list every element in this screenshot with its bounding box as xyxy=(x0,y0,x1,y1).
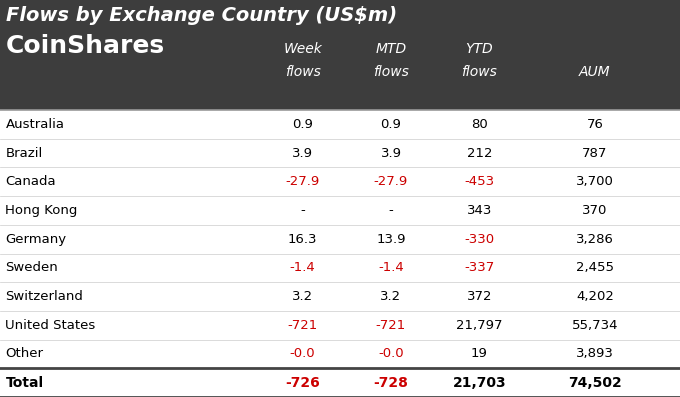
Text: 3.9: 3.9 xyxy=(292,146,313,160)
Text: 55,734: 55,734 xyxy=(572,319,618,332)
Text: 3,700: 3,700 xyxy=(576,175,614,188)
Text: 212: 212 xyxy=(466,146,492,160)
Text: AUM: AUM xyxy=(579,65,611,79)
Text: -728: -728 xyxy=(373,376,409,389)
Text: 16.3: 16.3 xyxy=(288,233,318,246)
Text: Week: Week xyxy=(284,42,322,56)
Text: 2,455: 2,455 xyxy=(576,261,614,274)
Text: -330: -330 xyxy=(464,233,494,246)
Text: -: - xyxy=(389,204,393,217)
Text: 3,286: 3,286 xyxy=(576,233,614,246)
Text: 0.9: 0.9 xyxy=(292,118,313,131)
Text: 3.2: 3.2 xyxy=(292,290,313,303)
Text: 0.9: 0.9 xyxy=(381,118,401,131)
Text: Switzerland: Switzerland xyxy=(5,290,84,303)
Text: -721: -721 xyxy=(376,319,406,332)
Text: Other: Other xyxy=(5,347,44,360)
Text: Germany: Germany xyxy=(5,233,67,246)
Text: 19: 19 xyxy=(471,347,488,360)
Text: 3.9: 3.9 xyxy=(381,146,401,160)
Text: Brazil: Brazil xyxy=(5,146,43,160)
Text: 21,703: 21,703 xyxy=(453,376,506,389)
Text: 76: 76 xyxy=(587,118,603,131)
Text: 74,502: 74,502 xyxy=(568,376,622,389)
Text: -721: -721 xyxy=(288,319,318,332)
Text: -0.0: -0.0 xyxy=(378,347,404,360)
Text: Australia: Australia xyxy=(5,118,65,131)
Text: 21,797: 21,797 xyxy=(456,319,503,332)
Text: 13.9: 13.9 xyxy=(376,233,406,246)
Text: -1.4: -1.4 xyxy=(378,261,404,274)
Text: 80: 80 xyxy=(471,118,488,131)
Text: -27.9: -27.9 xyxy=(286,175,320,188)
Text: Canada: Canada xyxy=(5,175,56,188)
Text: 787: 787 xyxy=(582,146,608,160)
Text: -27.9: -27.9 xyxy=(374,175,408,188)
Text: -726: -726 xyxy=(285,376,320,389)
Text: -337: -337 xyxy=(464,261,494,274)
Bar xyxy=(0,0,680,110)
Text: 343: 343 xyxy=(466,204,492,217)
Text: -453: -453 xyxy=(464,175,494,188)
Text: flows: flows xyxy=(285,65,320,79)
Bar xyxy=(0,110,680,397)
Text: Sweden: Sweden xyxy=(5,261,58,274)
Text: 3,893: 3,893 xyxy=(576,347,614,360)
Text: -: - xyxy=(301,204,305,217)
Text: Flows by Exchange Country (US$m): Flows by Exchange Country (US$m) xyxy=(6,6,397,25)
Text: YTD: YTD xyxy=(466,42,493,56)
Text: -0.0: -0.0 xyxy=(290,347,316,360)
Text: -1.4: -1.4 xyxy=(290,261,316,274)
Text: 3.2: 3.2 xyxy=(380,290,402,303)
Text: 370: 370 xyxy=(582,204,608,217)
Text: Hong Kong: Hong Kong xyxy=(5,204,78,217)
Text: MTD: MTD xyxy=(375,42,407,56)
Text: CoinShares: CoinShares xyxy=(6,34,165,58)
Text: flows: flows xyxy=(373,65,409,79)
Text: Total: Total xyxy=(5,376,44,389)
Text: 4,202: 4,202 xyxy=(576,290,614,303)
Text: United States: United States xyxy=(5,319,96,332)
Text: 372: 372 xyxy=(466,290,492,303)
Text: flows: flows xyxy=(462,65,497,79)
